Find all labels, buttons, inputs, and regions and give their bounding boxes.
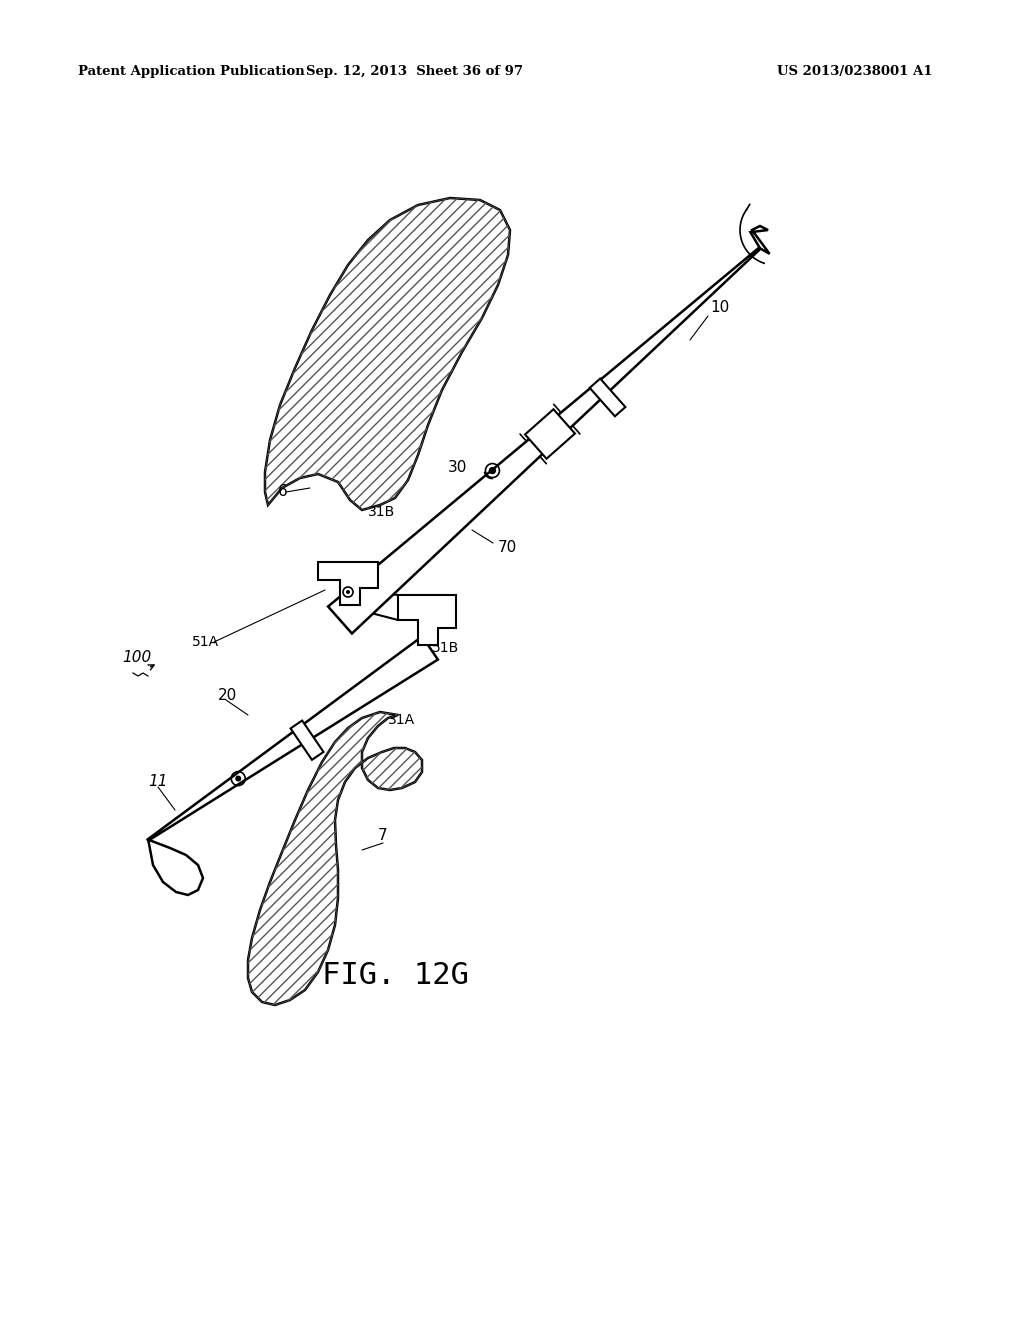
Text: Patent Application Publication: Patent Application Publication: [78, 66, 305, 78]
Polygon shape: [248, 711, 422, 1005]
Polygon shape: [291, 721, 324, 760]
Text: 31B: 31B: [368, 506, 395, 519]
Text: 51B: 51B: [432, 642, 459, 655]
Text: 7: 7: [378, 828, 388, 842]
Circle shape: [489, 467, 496, 474]
Polygon shape: [265, 198, 510, 510]
Circle shape: [346, 590, 350, 594]
Text: FIG. 12G: FIG. 12G: [322, 961, 469, 990]
Text: 11: 11: [148, 775, 168, 789]
Polygon shape: [525, 409, 574, 459]
Text: US 2013/0238001 A1: US 2013/0238001 A1: [777, 66, 933, 78]
Text: 31A: 31A: [388, 713, 415, 727]
Text: 100: 100: [122, 651, 152, 665]
Polygon shape: [751, 226, 770, 253]
Polygon shape: [328, 247, 761, 634]
Polygon shape: [318, 562, 378, 605]
Text: 6: 6: [278, 484, 288, 499]
Text: Sep. 12, 2013  Sheet 36 of 97: Sep. 12, 2013 Sheet 36 of 97: [306, 66, 523, 78]
Text: 51A: 51A: [193, 635, 219, 649]
Circle shape: [343, 587, 353, 597]
Text: 10: 10: [710, 301, 729, 315]
Polygon shape: [590, 379, 626, 416]
Polygon shape: [147, 840, 203, 895]
Circle shape: [236, 776, 242, 781]
Polygon shape: [398, 595, 456, 645]
Text: 70: 70: [498, 540, 517, 556]
Polygon shape: [147, 636, 438, 841]
Text: 20: 20: [218, 688, 238, 702]
Text: 30: 30: [449, 461, 467, 475]
